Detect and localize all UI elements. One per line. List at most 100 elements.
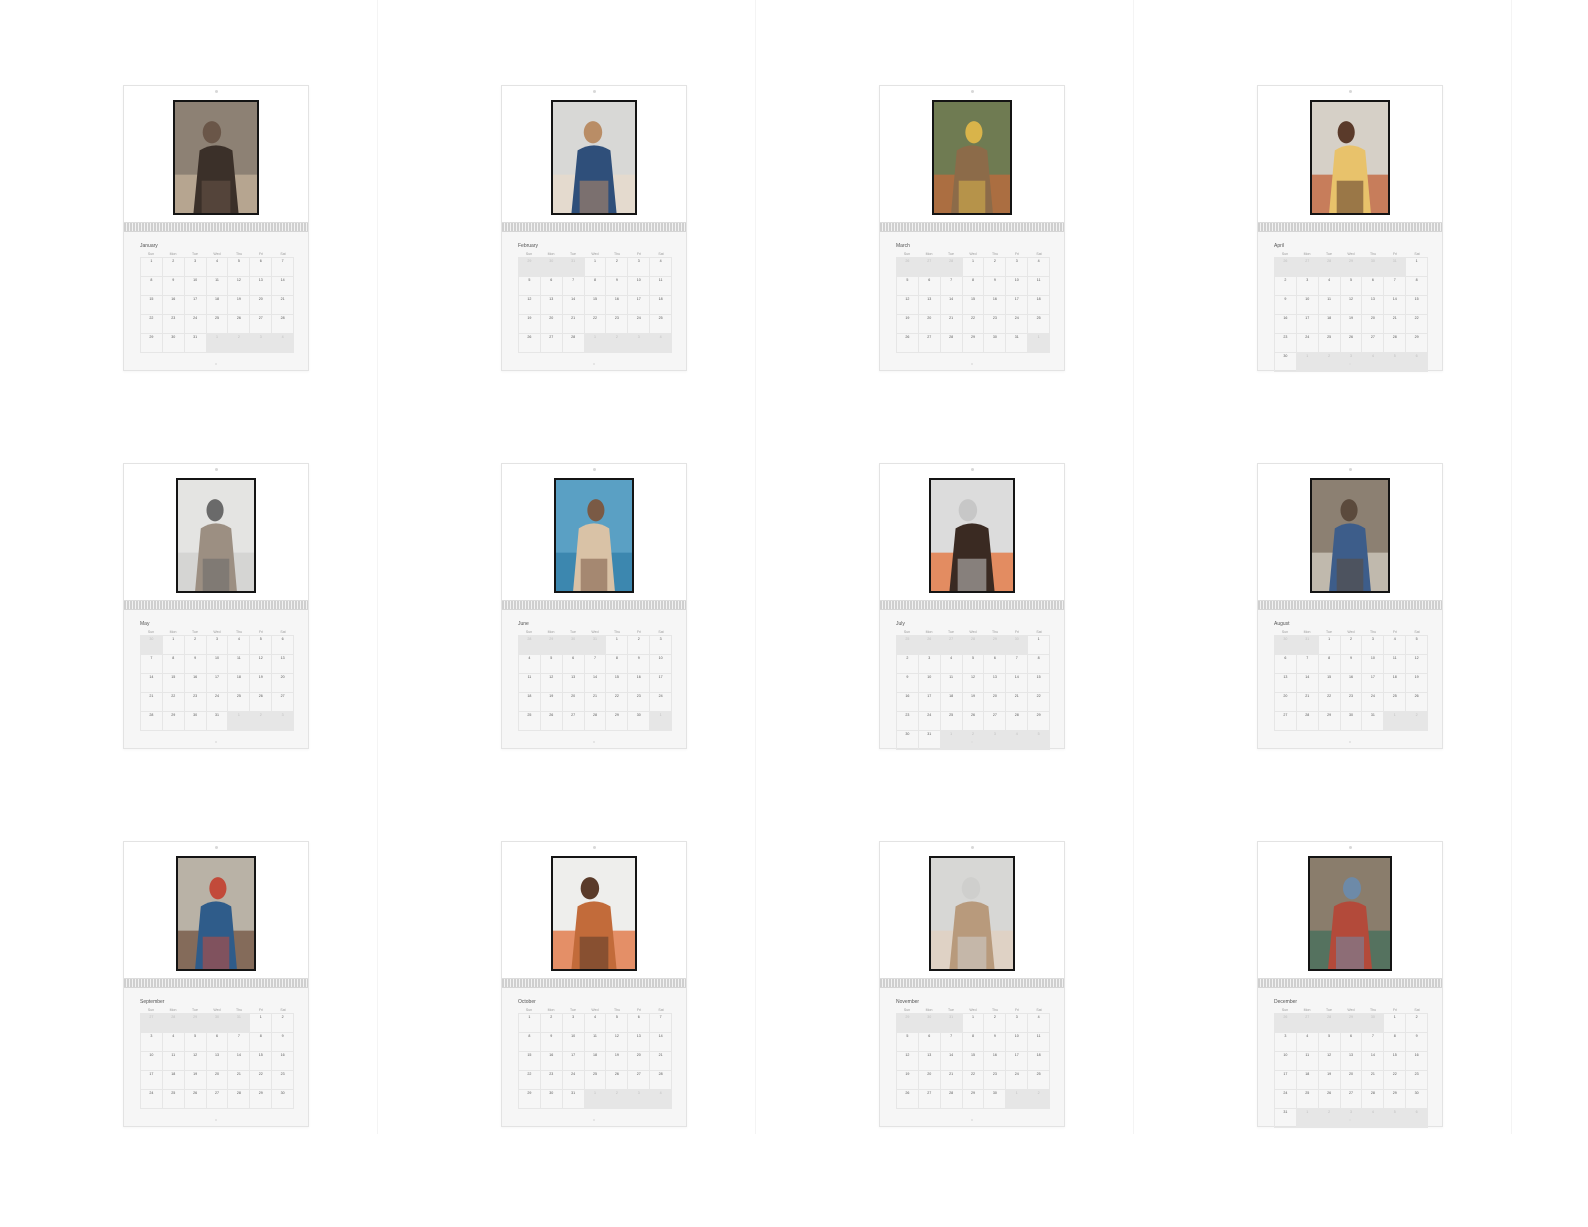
day-cell: 9 <box>897 674 919 693</box>
day-cell: 7 <box>228 1033 251 1052</box>
day-cell: 20 <box>1275 693 1297 712</box>
day-cell: 28 <box>562 334 585 353</box>
wall-calendar-page[interactable]: April Sun Mon Tue Wed Thu Fri Sat 26 27 28 29 30 31 1 2… <box>1257 85 1443 372</box>
week-row: 16 17 18 19 20 21 22 <box>897 693 1051 712</box>
wall-calendar-page[interactable]: May Sun Mon Tue Wed Thu Fri Sat 30 1 2 3 4 5 6 7 8 9 10 11 1… <box>123 463 309 749</box>
day-cell: 3 <box>1006 1014 1029 1033</box>
day-cell: 26 <box>1318 1090 1341 1109</box>
day-cell: 1 <box>650 712 673 731</box>
weekday-label: Tue <box>192 1008 198 1012</box>
hanging-hole <box>593 468 596 471</box>
day-cell: 24 <box>918 712 941 731</box>
wall-calendar-page[interactable]: November Sun Mon Tue Wed Thu Fri Sat 29 30 31 1 2 3 4 5… <box>879 841 1065 1127</box>
day-cell: 8 <box>584 277 607 296</box>
day-cell: 17 <box>562 1052 585 1071</box>
day-cell: 25 <box>650 315 673 334</box>
week-rows: 1 2 3 4 5 6 7 8 9 10 11 12 13 14 15 16 17 18 19 20 21 22 23 24 2… <box>518 1013 673 1109</box>
spiral-binding <box>124 600 308 610</box>
wall-calendar-page[interactable]: March Sun Mon Tue Wed Thu Fri Sat 26 27 28 1 2 3 4 5 6 7 8… <box>879 85 1065 371</box>
weekday-label: Fri <box>258 252 264 256</box>
day-cell: 1 <box>141 258 163 277</box>
day-cell: 23 <box>272 1071 295 1090</box>
day-cell: 30 <box>897 731 919 750</box>
week-row: 30 1 2 3 4 5 6 <box>1275 353 1429 372</box>
day-cell: 26 <box>540 712 563 731</box>
hanging-hole <box>215 90 218 93</box>
bottom-hole <box>593 363 595 365</box>
week-rows: 30 31 1 2 3 4 5 6 7 8 9 10 11 12 13 14 15 16 17 18 19 20 21 22 2… <box>1274 635 1429 731</box>
weekday-label: Wed <box>591 252 599 256</box>
week-row: 5 6 7 8 9 10 11 <box>897 277 1051 296</box>
wall-calendar-page[interactable]: September Sun Mon Tue Wed Thu Fri Sat 27 28 29 30 31… <box>123 841 309 1127</box>
week-row: 22 23 24 25 26 27 28 <box>141 315 295 334</box>
weekday-label: Tue <box>1326 1008 1332 1012</box>
calendar-photo-page <box>1258 464 1442 602</box>
day-cell: 8 <box>1318 655 1341 674</box>
day-cell: 2 <box>984 1014 1007 1033</box>
day-cell: 26 <box>897 1090 919 1109</box>
month-cell: July Sun Mon Tue Wed Thu Fri Sat 25 26 27 28 29 30 1 2 3… <box>756 378 1134 756</box>
day-cell: 28 <box>1318 1014 1341 1033</box>
day-cell: 2 <box>628 636 651 655</box>
day-cell: 24 <box>1275 1090 1297 1109</box>
week-row: 12 13 14 15 16 17 18 <box>519 296 673 315</box>
day-cell: 28 <box>584 712 607 731</box>
couple-embracing-photo <box>173 100 259 215</box>
day-cell: 6 <box>562 655 585 674</box>
wall-calendar-page[interactable]: October Sun Mon Tue Wed Thu Fri Sat 1 2 3 4 5 6 7 8 9 10 1… <box>501 841 687 1127</box>
day-cell: 18 <box>1028 296 1051 315</box>
week-row: 12 13 14 15 16 17 18 <box>897 1052 1051 1071</box>
day-cell: 4 <box>1384 636 1407 655</box>
day-cell: 21 <box>650 1052 673 1071</box>
day-cell: 2 <box>540 1014 563 1033</box>
wall-calendar-page[interactable]: January Sun Mon Tue Wed Thu Fri Sat 1 2 3 4 5 6 7 8 9 10 1… <box>123 85 309 371</box>
day-cell: 31 <box>940 1014 963 1033</box>
day-cell: 29 <box>519 1090 541 1109</box>
day-cell: 22 <box>962 315 985 334</box>
day-cell: 22 <box>1406 315 1429 334</box>
day-cell: 31 <box>562 1090 585 1109</box>
day-cell: 5 <box>184 1033 207 1052</box>
day-cell: 24 <box>650 693 673 712</box>
day-cell: 29 <box>1340 1014 1363 1033</box>
day-cell: 12 <box>962 674 985 693</box>
month-grid: Sun Mon Tue Wed Thu Fri Sat 28 29 30 31 1 2 3 4 5 6 7 8 9 10… <box>518 630 673 731</box>
day-cell: 9 <box>162 277 185 296</box>
day-cell: 17 <box>1296 315 1319 334</box>
day-cell: 30 <box>1275 636 1297 655</box>
wall-calendar-page[interactable]: August Sun Mon Tue Wed Thu Fri Sat 30 31 1 2 3 4 5 6 7 8 9… <box>1257 463 1443 749</box>
week-row: 27 28 29 30 31 1 2 <box>141 1014 295 1033</box>
day-cell: 19 <box>897 315 919 334</box>
wall-calendar-page[interactable]: December Sun Mon Tue Wed Thu Fri Sat 26 27 28 29 30 1… <box>1257 841 1443 1128</box>
spiral-binding <box>502 222 686 232</box>
day-cell: 3 <box>650 636 673 655</box>
weekday-label: Thu <box>613 252 621 256</box>
day-cell: 6 <box>1340 1033 1363 1052</box>
day-cell: 8 <box>1028 655 1051 674</box>
day-cell: 18 <box>1028 1052 1051 1071</box>
day-cell: 29 <box>1384 1090 1407 1109</box>
day-cell: 5 <box>606 1014 629 1033</box>
week-row: 24 25 26 27 28 29 30 <box>1275 1090 1429 1109</box>
day-cell: 7 <box>1296 655 1319 674</box>
day-cell: 8 <box>141 277 163 296</box>
wall-calendar-page[interactable]: February Sun Mon Tue Wed Thu Fri Sat 29 30 31 1 2 3 4 5… <box>501 85 687 371</box>
calendar-date-page: November Sun Mon Tue Wed Thu Fri Sat 29 30 31 1 2 3 4 5… <box>880 988 1064 1126</box>
day-cell: 16 <box>1340 674 1363 693</box>
day-cell: 18 <box>206 296 229 315</box>
day-cell: 10 <box>650 655 673 674</box>
bottom-hole <box>1349 1119 1351 1121</box>
day-cell: 15 <box>962 296 985 315</box>
cell-divider <box>1133 378 1134 756</box>
day-cell: 26 <box>250 693 273 712</box>
weekday-label: Mon <box>169 252 177 256</box>
day-cell: 26 <box>918 636 941 655</box>
wall-calendar-page[interactable]: July Sun Mon Tue Wed Thu Fri Sat 25 26 27 28 29 30 1 2 3… <box>879 463 1065 750</box>
weekday-label: Sat <box>658 252 664 256</box>
woman-striped-sweater-photo <box>1310 100 1390 215</box>
wall-calendar-page[interactable]: June Sun Mon Tue Wed Thu Fri Sat 28 29 30 31 1 2 3 4 5 6 7… <box>501 463 687 749</box>
week-row: 14 15 16 17 18 19 20 <box>141 674 295 693</box>
day-cell: 12 <box>540 674 563 693</box>
calendar-photo-page <box>124 842 308 980</box>
day-cell: 3 <box>141 1033 163 1052</box>
